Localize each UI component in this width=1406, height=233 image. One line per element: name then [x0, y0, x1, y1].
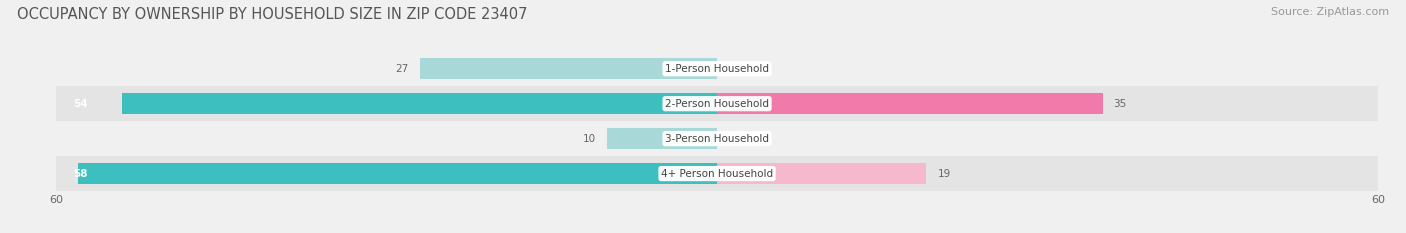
- Text: 4+ Person Household: 4+ Person Household: [661, 169, 773, 178]
- Bar: [717, 163, 927, 184]
- Text: 27: 27: [395, 64, 409, 74]
- Bar: [607, 128, 717, 149]
- Bar: [122, 93, 717, 114]
- Text: Source: ZipAtlas.com: Source: ZipAtlas.com: [1271, 7, 1389, 17]
- Bar: [56, 121, 1378, 156]
- Text: 19: 19: [938, 169, 950, 178]
- Bar: [79, 163, 717, 184]
- Text: 35: 35: [1114, 99, 1126, 109]
- Text: 1-Person Household: 1-Person Household: [665, 64, 769, 74]
- Text: 10: 10: [582, 134, 596, 144]
- Bar: [56, 156, 1378, 191]
- Text: 2-Person Household: 2-Person Household: [665, 99, 769, 109]
- Text: 58: 58: [73, 169, 87, 178]
- Text: 0: 0: [734, 134, 740, 144]
- Text: OCCUPANCY BY OWNERSHIP BY HOUSEHOLD SIZE IN ZIP CODE 23407: OCCUPANCY BY OWNERSHIP BY HOUSEHOLD SIZE…: [17, 7, 527, 22]
- Bar: [56, 86, 1378, 121]
- Bar: [717, 93, 1102, 114]
- Text: 3-Person Household: 3-Person Household: [665, 134, 769, 144]
- Text: 0: 0: [734, 64, 740, 74]
- Bar: [56, 51, 1378, 86]
- Text: 54: 54: [73, 99, 87, 109]
- Bar: [419, 58, 717, 79]
